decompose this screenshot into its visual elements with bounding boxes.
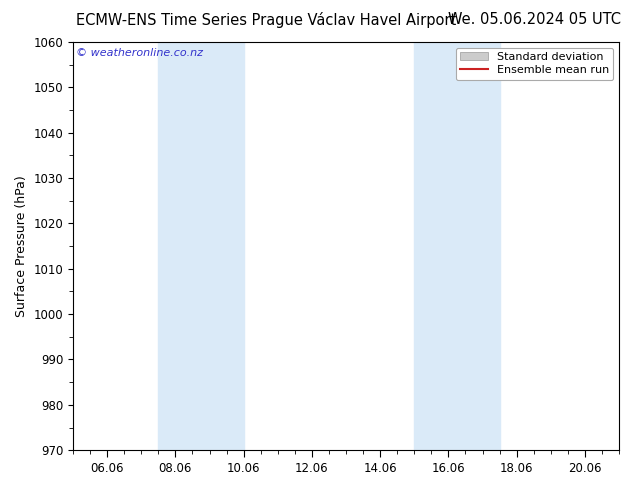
Legend: Standard deviation, Ensemble mean run: Standard deviation, Ensemble mean run <box>456 48 614 80</box>
Y-axis label: Surface Pressure (hPa): Surface Pressure (hPa) <box>15 175 28 317</box>
Text: We. 05.06.2024 05 UTC: We. 05.06.2024 05 UTC <box>448 12 621 27</box>
Text: ECMW-ENS Time Series Prague Václav Havel Airport: ECMW-ENS Time Series Prague Václav Havel… <box>76 12 456 28</box>
Text: © weatheronline.co.nz: © weatheronline.co.nz <box>75 48 203 58</box>
Bar <box>414 42 500 450</box>
Bar <box>158 42 243 450</box>
